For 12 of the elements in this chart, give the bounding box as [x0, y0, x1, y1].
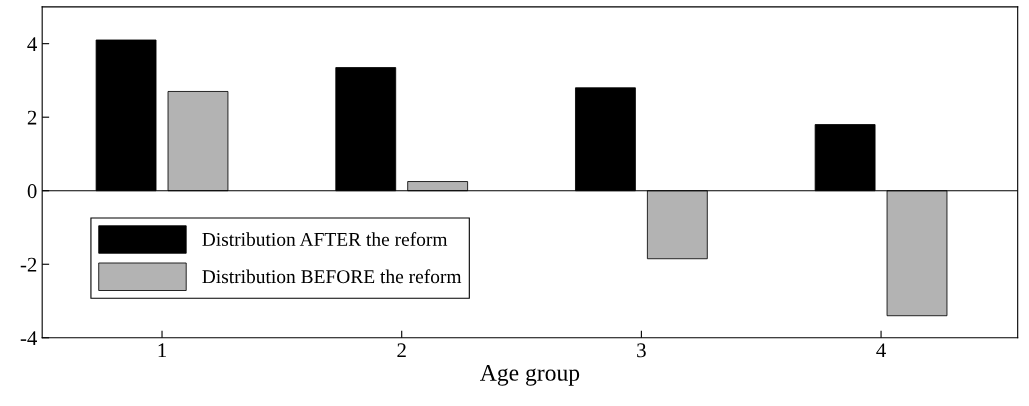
- x-axis-title: Age group: [480, 365, 580, 386]
- y-tick-label: 0: [27, 184, 37, 199]
- y-tick-label: 4: [27, 37, 37, 51]
- x-tick-label: 4: [876, 343, 886, 358]
- y-tick-label: -2: [20, 257, 37, 272]
- x-tick-label: 1: [158, 343, 166, 358]
- y-tick-label: -4: [20, 331, 37, 346]
- y-tick-label: 2: [27, 110, 37, 125]
- x-tick-label: 2: [397, 343, 406, 358]
- x-tick-label: 3: [637, 343, 646, 358]
- legend-label: Distribution AFTER the reform: [202, 232, 448, 246]
- legend-label: Distribution BEFORE the reform: [202, 269, 462, 284]
